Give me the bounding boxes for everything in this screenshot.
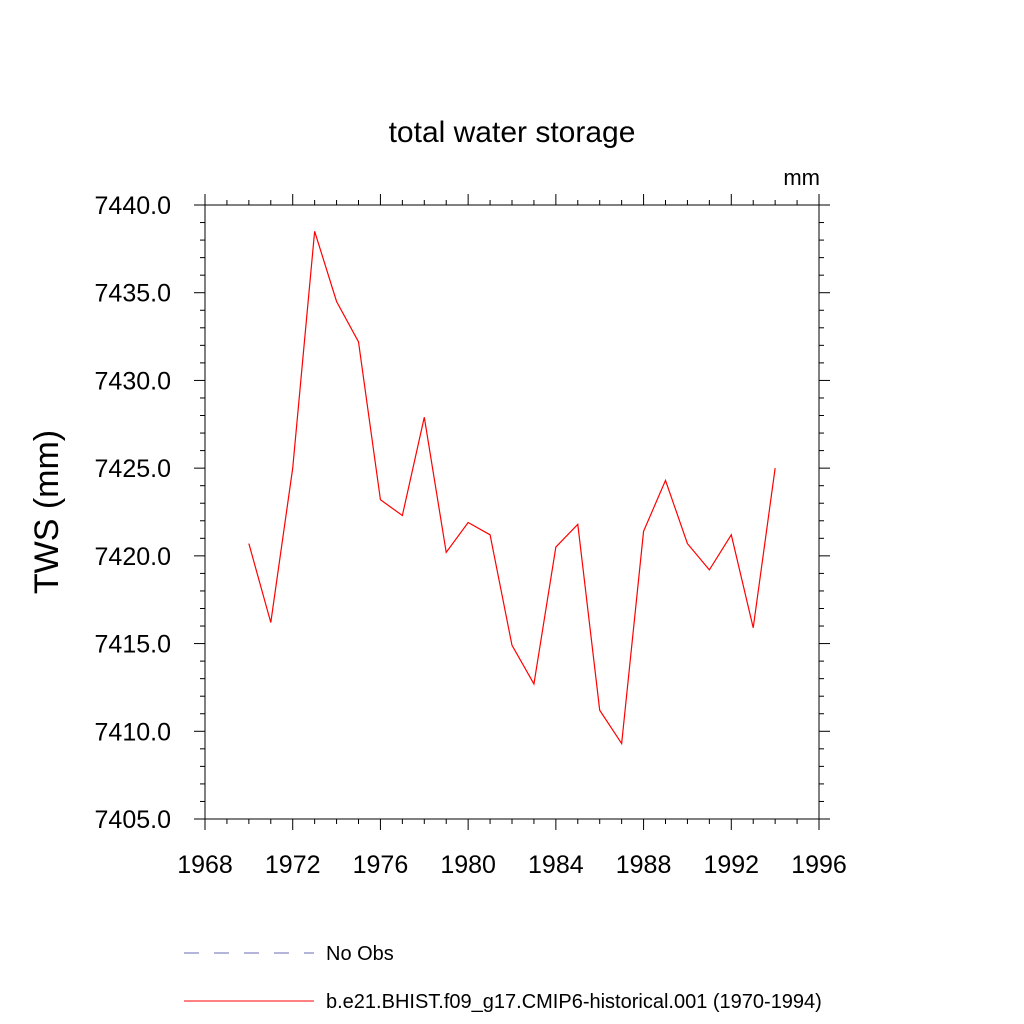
chart-title: total water storage: [389, 116, 636, 149]
y-tick-label: 7425.0: [95, 455, 171, 483]
series-line-1: [248, 231, 776, 746]
x-tick-label: 1972: [265, 851, 321, 879]
y-axis-label: TWS (mm): [28, 430, 66, 594]
x-tick-label: 1976: [353, 851, 409, 879]
x-tick-label: 1988: [616, 851, 672, 879]
x-tick-label: 1980: [440, 851, 496, 879]
y-tick-label: 7435.0: [95, 280, 171, 308]
legend-label-0: No Obs: [326, 943, 394, 965]
x-tick-label: 1984: [528, 851, 584, 879]
y-tick-label: 7440.0: [95, 192, 171, 220]
legend: No Obs b.e21.BHIST.f09_g17.CMIP6-historic…: [184, 943, 822, 1013]
tick-layer: 1968 1972 1976 1980 1984 1988 1992 1996 7405.0 74…: [95, 192, 847, 879]
y-tick-label: 7430.0: [95, 367, 171, 395]
units-label: mm: [783, 165, 820, 190]
y-tick-label: 7415.0: [95, 631, 171, 659]
plot-frame: [204, 204, 820, 820]
y-tick-label: 7420.0: [95, 543, 171, 571]
y-tick-label: 7410.0: [95, 718, 171, 746]
legend-label-1: b.e21.BHIST.f09_g17.CMIP6-historical.001…: [326, 991, 822, 1013]
y-tick-label: 7405.0: [95, 806, 171, 834]
x-tick-label: 1992: [703, 851, 759, 879]
x-tick-label: 1996: [791, 851, 847, 879]
x-tick-label: 1968: [177, 851, 233, 879]
series-layer: [248, 231, 776, 746]
